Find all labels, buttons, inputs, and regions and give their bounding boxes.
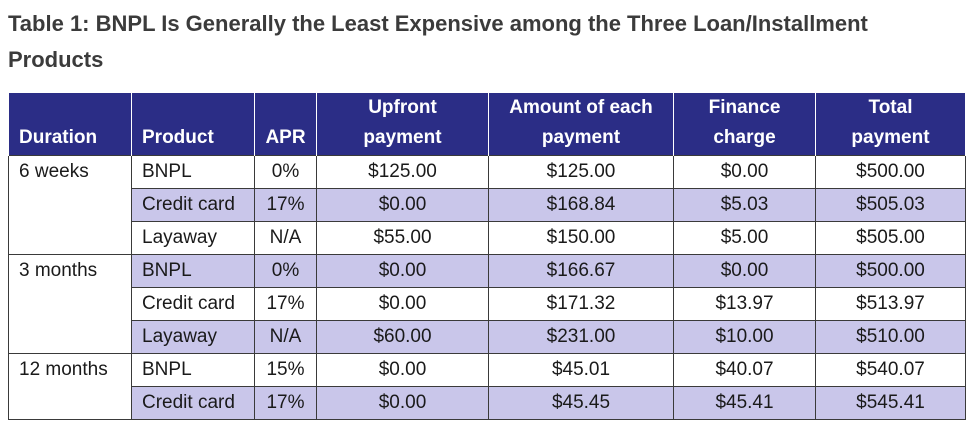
total-cell: $513.97 bbox=[815, 287, 966, 321]
upfront-cell: $0.00 bbox=[316, 353, 489, 387]
header-product: Product bbox=[131, 93, 255, 156]
finance-cell: $5.03 bbox=[673, 188, 816, 222]
duration-cell: 3 months bbox=[8, 254, 132, 354]
finance-cell: $5.00 bbox=[673, 221, 816, 255]
finance-cell: $10.00 bbox=[673, 320, 816, 354]
duration-cell: 6 weeks bbox=[8, 155, 132, 255]
table-title: Table 1: BNPL Is Generally the Least Exp… bbox=[8, 11, 868, 72]
upfront-cell: $55.00 bbox=[316, 221, 489, 255]
apr-cell: N/A bbox=[254, 320, 317, 354]
table-row: Layaway N/A $55.00 $150.00 $5.00 $505.00 bbox=[9, 221, 966, 255]
table-row: 6 weeks BNPL 0% $125.00 $125.00 $0.00 $5… bbox=[8, 155, 966, 255]
upfront-cell: $0.00 bbox=[316, 386, 489, 420]
upfront-cell: $0.00 bbox=[316, 287, 489, 321]
amount-cell: $166.67 bbox=[488, 254, 674, 288]
table-row: Credit card 17% $0.00 $45.45 $45.41 $545… bbox=[9, 386, 966, 420]
upfront-cell: $0.00 bbox=[316, 254, 489, 288]
duration-cell: 12 months bbox=[8, 353, 132, 420]
loan-comparison-table: Duration Product APR Upfront payment Amou… bbox=[8, 93, 966, 420]
apr-cell: 0% bbox=[254, 254, 317, 288]
product-cell: Credit card bbox=[131, 386, 255, 420]
finance-cell: $0.00 bbox=[673, 155, 816, 189]
amount-cell: $231.00 bbox=[488, 320, 674, 354]
finance-cell: $13.97 bbox=[673, 287, 816, 321]
table-row: Credit card 17% $0.00 $171.32 $13.97 $51… bbox=[9, 287, 966, 321]
apr-cell: 17% bbox=[254, 386, 317, 420]
total-cell: $505.03 bbox=[815, 188, 966, 222]
header-amount-each-payment: Amount of each payment bbox=[488, 93, 674, 156]
apr-cell: 17% bbox=[254, 287, 317, 321]
apr-cell: 15% bbox=[254, 353, 317, 387]
header-total-payment: Total payment bbox=[815, 93, 966, 156]
upfront-cell: $0.00 bbox=[316, 188, 489, 222]
total-cell: $540.07 bbox=[815, 353, 966, 387]
table-row: Credit card 17% $0.00 $168.84 $5.03 $505… bbox=[9, 188, 966, 222]
header-apr: APR bbox=[254, 93, 317, 156]
upfront-cell: $60.00 bbox=[316, 320, 489, 354]
table-row: Layaway N/A $60.00 $231.00 $10.00 $510.0… bbox=[9, 320, 966, 354]
product-cell: BNPL bbox=[131, 254, 255, 288]
amount-cell: $150.00 bbox=[488, 221, 674, 255]
product-cell: Layaway bbox=[131, 221, 255, 255]
product-cell: Credit card bbox=[131, 287, 255, 321]
upfront-cell: $125.00 bbox=[316, 155, 489, 189]
finance-cell: $0.00 bbox=[673, 254, 816, 288]
header-finance-charge: Finance charge bbox=[673, 93, 816, 156]
total-cell: $545.41 bbox=[815, 386, 966, 420]
table-row: 12 months BNPL 15% $0.00 $45.01 $40.07 $… bbox=[8, 353, 966, 420]
amount-cell: $168.84 bbox=[488, 188, 674, 222]
total-cell: $500.00 bbox=[815, 254, 966, 288]
total-cell: $505.00 bbox=[815, 221, 966, 255]
apr-cell: 17% bbox=[254, 188, 317, 222]
table-row: 3 months BNPL 0% $0.00 $166.67 $0.00 $50… bbox=[8, 254, 966, 354]
product-cell: Credit card bbox=[131, 188, 255, 222]
table-header-row: Duration Product APR Upfront payment Amou… bbox=[8, 93, 966, 156]
total-cell: $500.00 bbox=[815, 155, 966, 189]
header-upfront-payment: Upfront payment bbox=[316, 93, 489, 156]
apr-cell: N/A bbox=[254, 221, 317, 255]
amount-cell: $125.00 bbox=[488, 155, 674, 189]
product-cell: BNPL bbox=[131, 353, 255, 387]
amount-cell: $45.45 bbox=[488, 386, 674, 420]
product-cell: BNPL bbox=[131, 155, 255, 189]
finance-cell: $45.41 bbox=[673, 386, 816, 420]
apr-cell: 0% bbox=[254, 155, 317, 189]
amount-cell: $45.01 bbox=[488, 353, 674, 387]
total-cell: $510.00 bbox=[815, 320, 966, 354]
product-cell: Layaway bbox=[131, 320, 255, 354]
header-duration: Duration bbox=[8, 93, 132, 156]
amount-cell: $171.32 bbox=[488, 287, 674, 321]
finance-cell: $40.07 bbox=[673, 353, 816, 387]
